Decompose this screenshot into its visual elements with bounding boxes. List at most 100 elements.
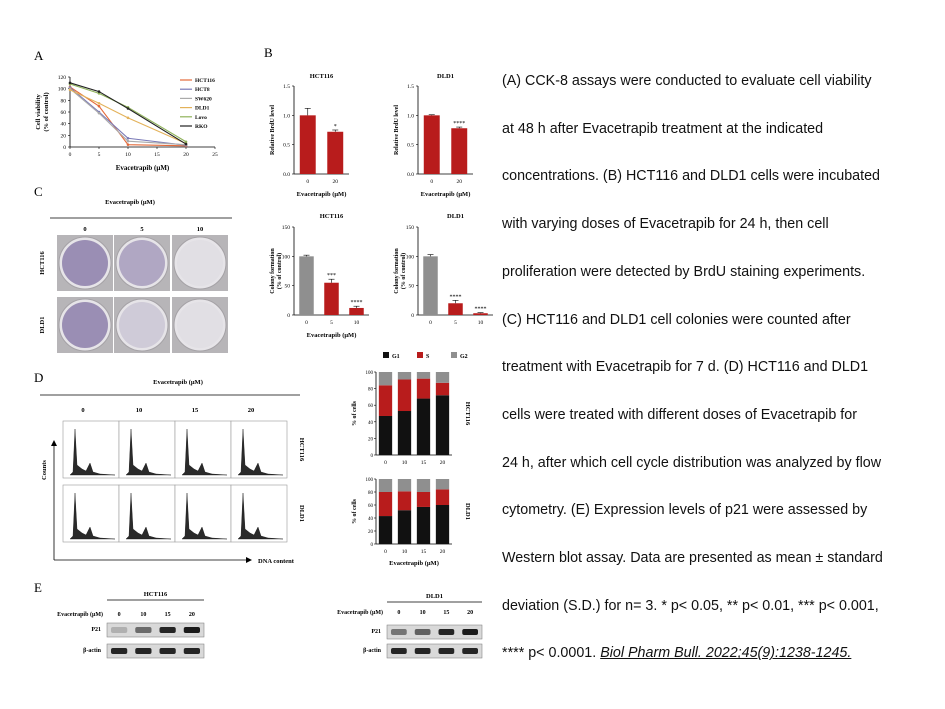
e-hct116-blot-strip <box>106 643 205 659</box>
d-hct116-x-tick-label: 10 <box>402 460 408 466</box>
d-hct116-legend-label: G2 <box>460 354 468 360</box>
c-colony-dose-label: 5 <box>140 226 144 233</box>
c-dld1-x-tick-label: 0 <box>429 320 432 326</box>
d-dld1-bar-segment-g1 <box>416 506 431 544</box>
a-data-point <box>184 140 188 144</box>
a-data-point <box>97 111 101 115</box>
c-hct116-significance: *** <box>327 273 336 279</box>
c-colony-stain <box>62 302 108 348</box>
b-hct116-bar <box>327 131 344 174</box>
d-hct116-x-tick-label: 20 <box>440 460 446 466</box>
d-counts-label: Counts <box>41 460 48 480</box>
d-hct116-y-tick-label: 80 <box>368 388 374 393</box>
caption-line: cells were treated with different doses … <box>502 406 857 423</box>
b-hct116-x-tick-label: 0 <box>306 179 309 185</box>
a-legend-label: SW620 <box>195 96 212 102</box>
d-hct116-y-tick-label: 20 <box>368 437 374 442</box>
a-series-line-sw620 <box>69 88 187 146</box>
citation-link[interactable]: Biol Pharm Bull. 2022;45(9):1238-1245. <box>600 645 852 662</box>
d-dld1-y-tick-label: 0 <box>371 543 374 548</box>
d-dld1-bar-segment-s <box>435 489 450 505</box>
b-hct116-y-tick-label: 0.5 <box>283 143 290 149</box>
d-flow-histogram <box>125 428 172 476</box>
e-dld1-dose-label: 15 <box>443 610 449 616</box>
d-flow-histogram <box>181 428 228 476</box>
d-dld1-y-tick-label: 60 <box>368 504 374 509</box>
d-dld1-y-axis-label: % of cells <box>352 498 358 524</box>
b-dld1-y-tick-label: 1.5 <box>407 84 414 90</box>
d-dld1-bar-segment-g2 <box>435 479 450 490</box>
d-hct116-bar-segment-g2 <box>397 372 412 380</box>
d-dld1-bar-segment-g2 <box>378 479 393 492</box>
d-hct116-legend-swatch <box>417 352 423 358</box>
caption-last-line: **** p< 0.0001. Biol Pharm Bull. 2022;45… <box>502 630 942 678</box>
b-dld1-x-tick-label: 0 <box>430 179 433 185</box>
d-dld1-x-tick-label: 0 <box>384 549 387 555</box>
a-legend-label: RKO <box>195 124 208 130</box>
caption-line: 24 h, after which cell cycle distributio… <box>502 454 882 471</box>
d-dld1-bar-segment-g2 <box>397 479 412 492</box>
caption-line: (A) CCK-8 assays were conducted to evalu… <box>502 73 872 89</box>
d-flow-row-label: DLD1 <box>298 505 305 522</box>
d-dld1-bar-segment-g1 <box>397 510 412 544</box>
c-dld1-y-tick-label: 50 <box>409 284 415 290</box>
a-data-point <box>68 81 72 85</box>
c-colony-stain <box>119 302 165 348</box>
d-flow-row-label: HCT116 <box>298 438 305 462</box>
c-hct116-y-tick-label: 150 <box>282 225 291 231</box>
a-y-tick-label: 20 <box>61 133 67 139</box>
c-hct116-x-axis-label: Evacetrapib (μM) <box>307 332 357 339</box>
d-counts-arrowhead <box>51 440 57 446</box>
d-hct116-x-tick-label: 15 <box>421 460 427 466</box>
e-dld1-blot-strip <box>386 643 483 659</box>
a-data-point <box>126 139 130 143</box>
c-dld1-significance: **** <box>450 294 462 300</box>
panel-label-e: E <box>34 580 42 595</box>
d-dld1-bar-segment-g1 <box>378 516 393 544</box>
e-dld1-dose-label: 10 <box>420 610 426 616</box>
b-hct116-x-tick-label: 20 <box>333 179 339 185</box>
d-flow-histogram <box>69 428 116 476</box>
c-colony-stain <box>62 240 108 286</box>
a-data-point <box>126 136 130 140</box>
d-flow-histogram <box>69 492 116 540</box>
c-colony-row-label: HCT116 <box>39 251 46 275</box>
d-flow-histogram <box>237 492 284 540</box>
caption-tail: **** p< 0.0001. <box>502 645 601 662</box>
e-dld1-dose-header-label: Evacetrapib (μM) <box>337 609 383 616</box>
c-hct116-y-tick-label: 100 <box>282 254 291 260</box>
e-dld1-row-label: β-actin <box>363 648 381 654</box>
e-dld1-dose-label: 0 <box>397 610 400 616</box>
b-hct116-title: HCT116 <box>310 73 334 80</box>
c-colony-dose-label: 0 <box>83 226 86 233</box>
c-dld1-y-tick-label: 150 <box>406 225 415 231</box>
b-dld1-bar <box>451 128 468 174</box>
a-data-point <box>126 143 130 146</box>
e-dld1-band <box>438 629 455 635</box>
panel-label-a: A <box>34 48 44 63</box>
d-dld1-bar-segment-s <box>397 491 412 511</box>
c-dld1-bar <box>473 313 488 315</box>
e-dld1-band <box>414 629 431 635</box>
c-hct116-x-tick-label: 10 <box>354 320 360 326</box>
a-x-axis-label: Evacetrapib (μM) <box>116 164 170 172</box>
b-hct116-y-tick-label: 1.0 <box>283 113 290 119</box>
c-hct116-bar <box>324 282 339 315</box>
e-hct116-row-label: P21 <box>91 627 101 633</box>
d-hct116-bar-segment-g1 <box>378 415 393 455</box>
b-dld1-y-tick-label: 0.0 <box>407 172 414 178</box>
d-dna-arrowhead <box>246 557 252 563</box>
c-hct116-bar <box>299 256 314 315</box>
caption-line: proliferation were detected by BrdU stai… <box>502 263 866 280</box>
c-hct116-bar <box>349 307 364 315</box>
d-hct116-bar-segment-s <box>435 382 450 396</box>
d-hct116-bar-segment-g1 <box>435 395 450 455</box>
c-dld1-y-tick-label: 100 <box>406 254 415 260</box>
panel-label-b: B <box>264 45 273 60</box>
d-dld1-y-tick-label: 80 <box>368 491 374 496</box>
d-dld1-x-tick-label: 15 <box>421 549 427 555</box>
e-dld1-band <box>391 629 407 635</box>
e-hct116-band <box>159 627 176 633</box>
c-colony-title: Evacetrapib (μM) <box>105 199 155 206</box>
d-dld1-bar-segment-s <box>416 492 431 507</box>
